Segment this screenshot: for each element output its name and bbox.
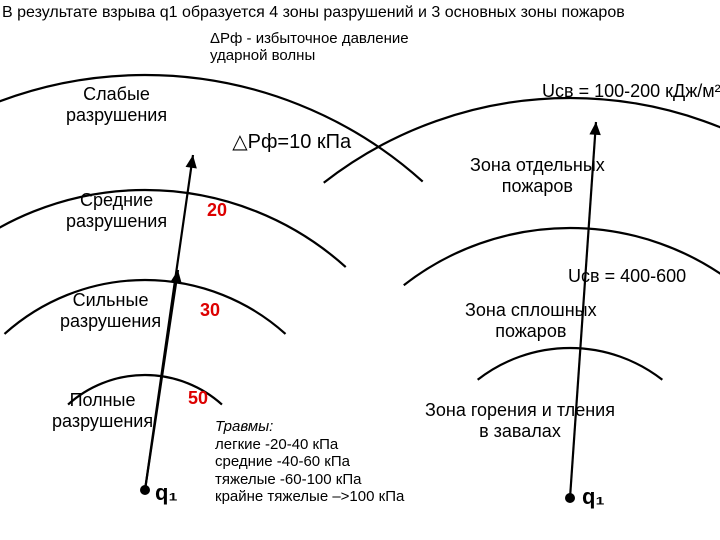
q-left: q₁: [155, 480, 178, 505]
left-zone-3: Сильные разрушения: [60, 290, 161, 331]
u-top-unit: кДж/м²: [660, 81, 720, 101]
left-zone-4: Полные разрушения: [52, 390, 153, 431]
left-value-20: 20: [207, 200, 227, 221]
trauma-title: Травмы:: [215, 418, 273, 435]
left-zone-2: Средние разрушения: [66, 190, 167, 231]
u-top-sym: Uсв =: [542, 81, 594, 101]
dp-eq: △Pф=10 кПа: [210, 108, 351, 177]
u-mid: Uсв = 400-600: [548, 245, 686, 307]
u-top-val: 100-200: [594, 81, 660, 101]
left-value-50: 50: [188, 388, 208, 409]
u-top: Uсв = 100-200 кДж/м²: [522, 60, 720, 122]
u-mid-val: 400-600: [620, 266, 686, 286]
q-right: q₁: [582, 484, 605, 509]
u-mid-sym: Uсв =: [568, 266, 620, 286]
left-value-30: 30: [200, 300, 220, 321]
diagram-stage: В результате взрыва q1 образуется 4 зоны…: [0, 0, 720, 540]
right-zone-2: Зона сплошных пожаров: [465, 300, 597, 341]
dp-value: 10 кПа: [289, 131, 351, 153]
left-zone-1: Слабые разрушения: [66, 84, 167, 125]
trauma-lines: легкие -20-40 кПа средние -40-60 кПа тяж…: [215, 436, 404, 505]
dp-note: ΔPф - избыточное давление ударной волны: [210, 30, 409, 65]
right-zone-1: Зона отдельных пожаров: [470, 155, 605, 196]
right-zone-3: Зона горения и тления в завалах: [425, 400, 615, 441]
page-title: В результате взрыва q1 образуется 4 зоны…: [2, 4, 625, 22]
dp-symbol: △Pф=: [232, 131, 289, 153]
